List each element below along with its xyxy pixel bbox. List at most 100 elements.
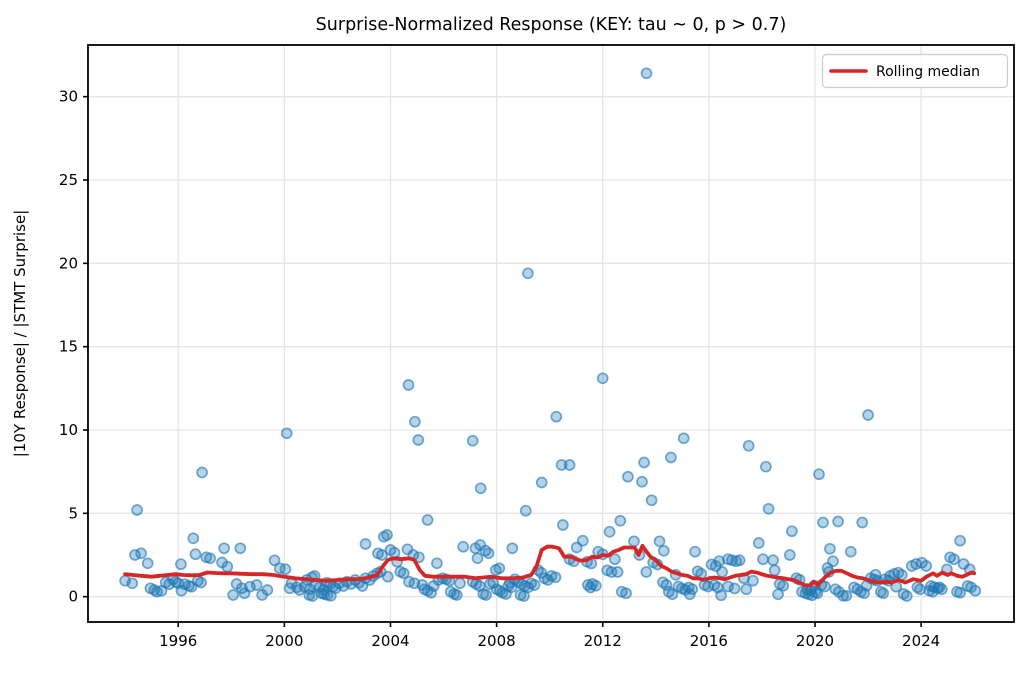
scatter-point [522,267,534,280]
axis-layer: 1996 2000 2004 2008 2012 2016 2020 2024 0 5 10 15 20… [59,44,1015,650]
axes-spines [87,44,1015,623]
x-tick-label: 2016 [690,632,728,650]
scatter-point [603,525,616,538]
scatter-point [402,379,415,391]
x-tick-label: 2012 [584,632,622,650]
scatter-point [234,542,247,555]
scatter-point [535,476,548,489]
scatter-point [471,552,484,565]
scatter-point [856,516,869,529]
x-tick-label: 2000 [265,632,303,650]
scatter-point [506,542,519,555]
scatter-point [409,415,421,428]
x-tick-label: 2004 [371,632,409,650]
y-tick-label: 10 [59,421,78,439]
scatter-point [742,439,755,452]
scatter-point [482,547,495,560]
scatter-point [620,587,632,600]
scatter-point [480,589,492,601]
scatter-point [187,532,200,545]
scatter-point [767,554,779,567]
scatter-point [126,577,139,590]
scatter-point [614,514,627,527]
scatter-point [827,555,839,568]
scatter-point [689,545,701,558]
scatter-point [728,582,741,595]
y-axis-label: |10Y Response| / |STMT Surprise| [11,210,29,458]
scatter-point [716,566,728,578]
scatter-point [757,553,769,566]
scatter-point [818,580,831,593]
scatter-point [195,576,207,589]
scatter-point [677,432,690,445]
scatter-point [837,589,849,602]
rolling-median-line [123,543,977,588]
scatter-point [381,529,393,541]
scatter-point [914,583,926,596]
scatter-point [609,553,621,566]
scatter-point [840,589,853,602]
scatter-point [813,468,825,481]
scatter-point [877,587,890,600]
scatter-point [768,564,781,577]
scatter-point [733,554,746,567]
scatter-point [221,560,234,573]
scatter-point [549,571,562,584]
scatter-point [576,534,589,547]
scatter-point [280,427,293,440]
scatter-point [381,570,394,583]
scatter-point [832,515,844,528]
scatter-point [747,574,759,587]
scatter-point [653,535,666,548]
scatter-point [715,589,727,602]
scatter-point [777,579,790,592]
scatter-point [628,535,640,548]
scatter-point [550,410,563,423]
scatter-point [261,584,274,596]
scatter-point [450,589,463,601]
scatter-point [900,590,913,602]
scatter-point [954,586,966,599]
scatter-point [474,482,487,495]
scatter-point [760,460,772,473]
scatter-point [722,580,734,593]
y-tick-label: 30 [59,88,78,106]
scatter-point [920,560,933,572]
scatter-point [359,538,372,550]
scatter-point [421,514,434,526]
scatter-point [457,540,470,553]
scatter-point [589,579,602,592]
scatter-point [817,516,829,529]
scatter-point [519,504,532,517]
scatter-point [824,542,836,555]
scatter-point [279,563,292,576]
scatter-point [640,566,653,578]
scatter-point [175,558,187,571]
scatter-point [862,409,874,421]
scatter-point [227,589,239,601]
legend-box [821,53,1009,89]
grid-layer [88,45,1014,622]
scatter-point [431,557,443,570]
scatter-point [969,584,982,597]
scatter-point [218,542,230,555]
scatter-point [657,544,670,557]
scatter-point [204,552,216,565]
scatter-point [189,548,202,561]
scatter-point [131,504,143,516]
scatter-point [665,451,677,464]
y-tick-label: 20 [59,254,78,272]
scatter-point [666,588,679,601]
scatter-point [596,372,609,385]
y-tick-label: 5 [68,504,78,522]
scatter-point [786,525,798,538]
y-tick-label: 25 [59,171,78,189]
scatter-point [557,519,569,531]
scatter-point [141,557,154,570]
scatter-point [762,502,775,515]
scatter-point [268,554,281,567]
scatter-point [948,553,960,566]
scatter-point [783,549,796,561]
